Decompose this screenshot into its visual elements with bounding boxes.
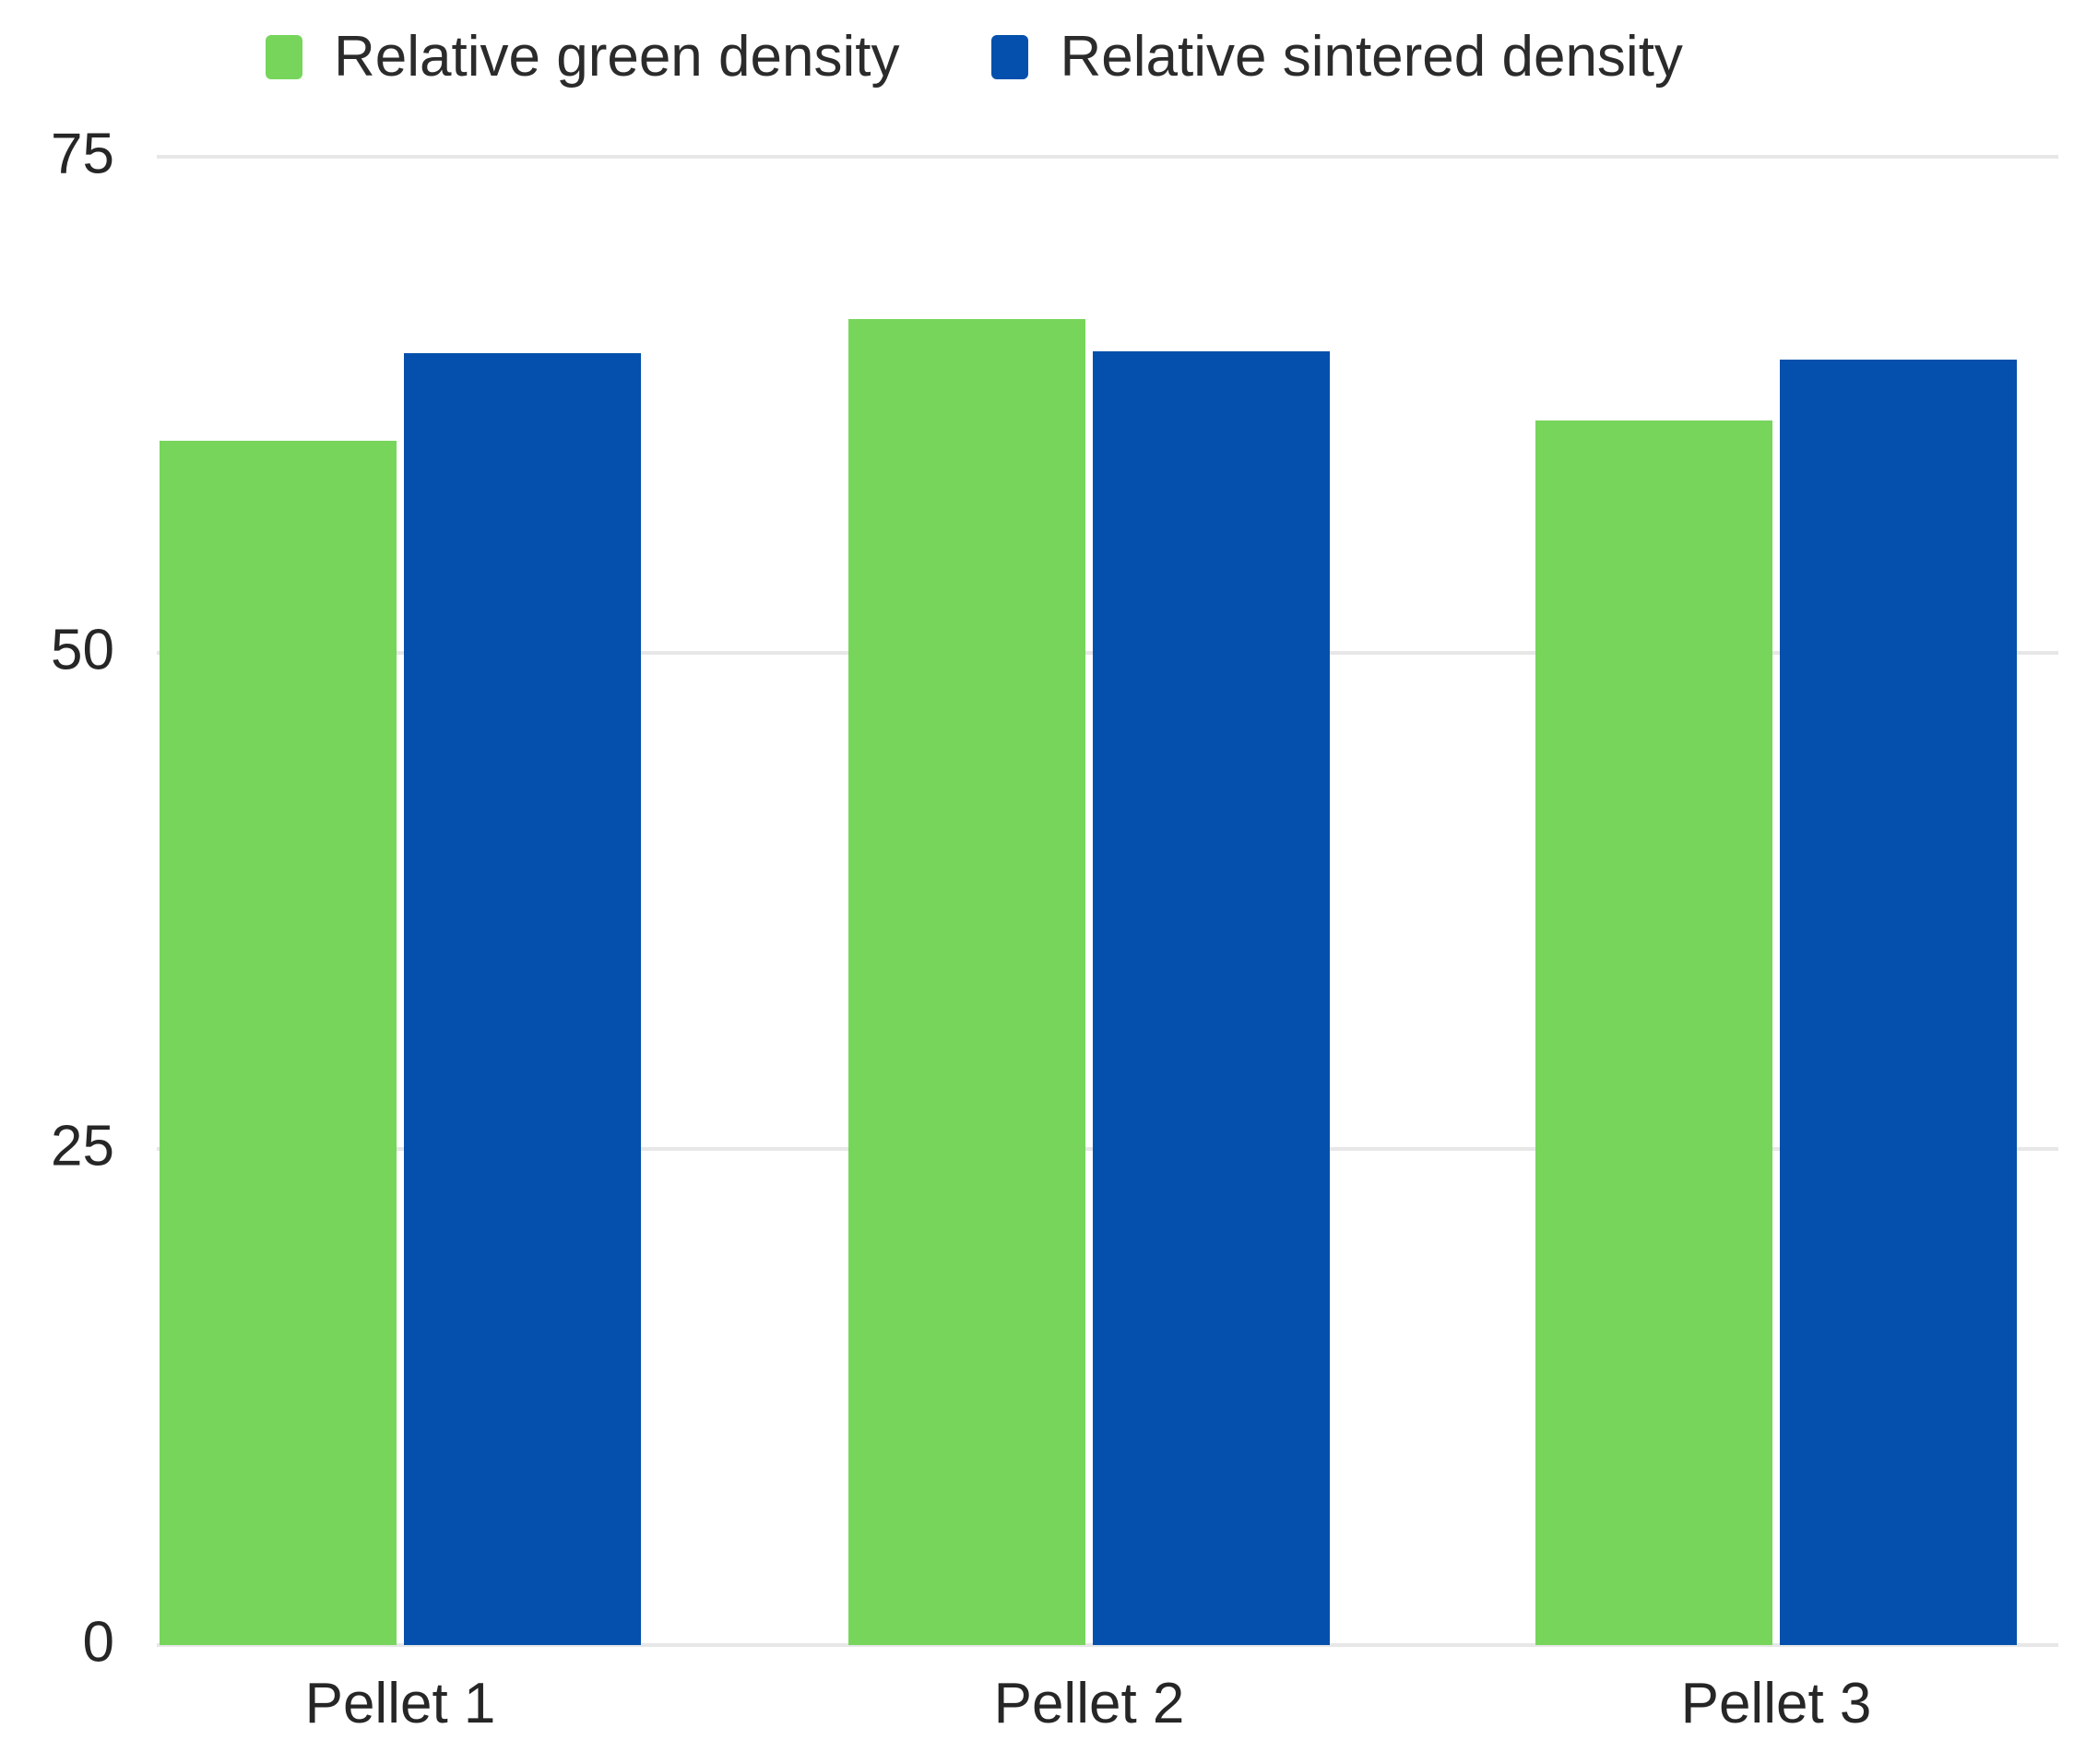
legend-swatch-green-icon bbox=[266, 34, 302, 79]
y-tick-label-50: 50 bbox=[51, 618, 114, 682]
legend-item-sintered: Relative sintered density bbox=[991, 24, 1683, 89]
bar-pellet-3-sintered bbox=[1780, 360, 2017, 1645]
chart-legend: Relative green density Relative sintered … bbox=[266, 24, 1683, 89]
x-category-label-3: Pellet 3 bbox=[1680, 1672, 1872, 1735]
gridline-75 bbox=[157, 155, 2058, 159]
bar-pellet-3-green bbox=[1535, 420, 1772, 1645]
bar-pellet-2-sintered bbox=[1093, 351, 1330, 1645]
y-tick-label-25: 25 bbox=[51, 1114, 114, 1178]
x-category-label-1: Pellet 1 bbox=[304, 1672, 496, 1735]
y-tick-label-0: 0 bbox=[82, 1610, 114, 1675]
gridline-0 bbox=[157, 1643, 2058, 1647]
legend-item-green: Relative green density bbox=[266, 24, 899, 89]
y-tick-label-75: 75 bbox=[51, 122, 114, 186]
legend-swatch-sintered-icon bbox=[991, 34, 1029, 79]
bar-pellet-1-sintered bbox=[404, 353, 641, 1645]
x-category-label-2: Pellet 2 bbox=[993, 1672, 1185, 1735]
legend-label-sintered: Relative sintered density bbox=[1060, 25, 1683, 89]
bar-pellet-2-green bbox=[848, 319, 1085, 1645]
bar-pellet-1-green bbox=[160, 441, 397, 1645]
legend-label-green: Relative green density bbox=[334, 25, 900, 89]
